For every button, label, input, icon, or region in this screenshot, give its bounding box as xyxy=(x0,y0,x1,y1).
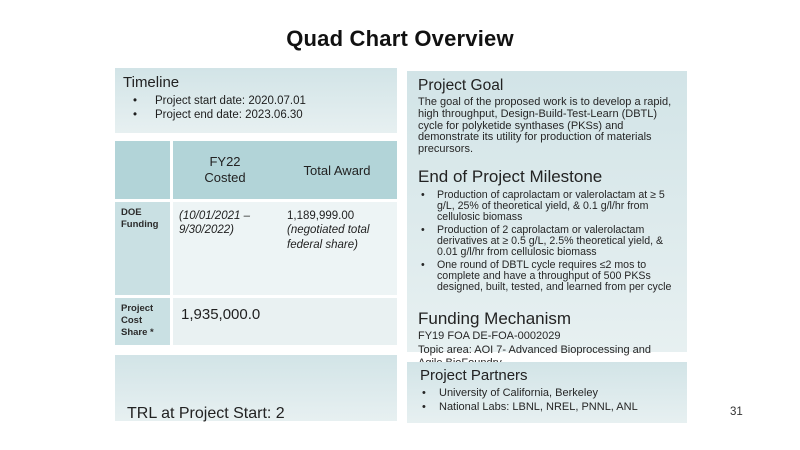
funding-mechanism-heading: Funding Mechanism xyxy=(418,308,572,328)
project-goal-heading: Project Goal xyxy=(418,77,504,94)
budget-table: FY22 Costed Total Award DOE Funding (10/… xyxy=(115,141,397,345)
funding-mechanism-foa: FY19 FOA DE-FOA-0002029 xyxy=(418,329,561,342)
doe-fy22-costed: (10/01/2021 – 9/30/2022) xyxy=(179,210,250,237)
column-header-fy22: FY22 Costed xyxy=(204,154,246,185)
list-item: • University of California, Berkeley xyxy=(420,386,677,400)
partner-1: University of California, Berkeley xyxy=(439,387,598,399)
table-row: (10/01/2021 – 9/30/2022) 1,189,999.00 (n… xyxy=(173,202,397,295)
bullet-icon: • xyxy=(422,401,426,414)
partner-2: National Labs: LBNL, NREL, PNNL, ANL xyxy=(439,401,638,414)
timeline-box: Timeline • Project start date: 2020.07.0… xyxy=(115,68,397,133)
partners-bullet-list: • University of California, Berkeley • N… xyxy=(420,386,677,415)
page-title: Quad Chart Overview xyxy=(286,26,514,51)
project-overview-box: Project Goal The goal of the proposed wo… xyxy=(407,71,687,369)
milestones-bullet-list: • Production of caprolactam or valerolac… xyxy=(418,188,677,294)
table-row: 1,935,000.0 xyxy=(173,298,397,345)
list-item: • Project end date: 2023.06.30 xyxy=(123,108,389,122)
row-label-doe-funding: DOE Funding xyxy=(115,202,170,295)
project-cost-share-value: 1,935,000.0 xyxy=(181,306,261,323)
trl-box: TRL at Project Start: 2 TRL at Project E… xyxy=(115,355,397,422)
project-partners-heading: Project Partners xyxy=(420,367,528,384)
list-item: • National Labs: LBNL, NREL, PNNL, ANL xyxy=(420,400,677,414)
bullet-icon: • xyxy=(422,387,426,399)
bullet-icon: • xyxy=(133,95,138,107)
bullet-icon: • xyxy=(421,223,425,236)
doe-total-award-value: 1,189,999.00 xyxy=(287,210,355,222)
milestone-1: Production of caprolactam or valerolacta… xyxy=(437,188,665,224)
table-corner-cell xyxy=(115,141,170,199)
project-goal-body: The goal of the proposed work is to deve… xyxy=(418,96,672,156)
list-item: • One round of DBTL cycle requires ≤2 mo… xyxy=(418,258,677,294)
list-item: • Project start date: 2020.07.01 xyxy=(123,94,389,108)
list-item: • Production of 2 caprolactam or valerol… xyxy=(418,223,677,259)
bullet-icon: • xyxy=(421,258,425,271)
row-label-project-cost-share: Project Cost Share * xyxy=(115,298,170,345)
milestones-heading: End of Project Milestone xyxy=(418,166,603,186)
doe-total-award: 1,189,999.00 (negotiated total federal s… xyxy=(287,209,397,295)
trl-start-line: TRL at Project Start: 2 xyxy=(127,404,285,422)
timeline-start-date: Project start date: 2020.07.01 xyxy=(155,95,306,107)
timeline-heading: Timeline xyxy=(123,74,180,91)
bullet-icon: • xyxy=(421,188,425,201)
project-partners-box: Project Partners • University of Califor… xyxy=(407,362,687,423)
column-header-total-award: Total Award xyxy=(303,162,371,178)
bullet-icon: • xyxy=(133,109,138,122)
milestone-2: Production of 2 caprolactam or valerolac… xyxy=(437,223,664,259)
doe-total-award-note: (negotiated total federal share) xyxy=(287,224,370,251)
milestone-3: One round of DBTL cycle requires ≤2 mos … xyxy=(437,258,672,294)
timeline-bullet-list: • Project start date: 2020.07.01 • Proje… xyxy=(123,94,389,123)
timeline-end-date: Project end date: 2023.06.30 xyxy=(155,109,303,122)
table-header-row: FY22 Costed Total Award xyxy=(173,141,397,199)
slide-page-number: 31 xyxy=(730,406,743,418)
list-item: • Production of caprolactam or valerolac… xyxy=(418,188,677,224)
